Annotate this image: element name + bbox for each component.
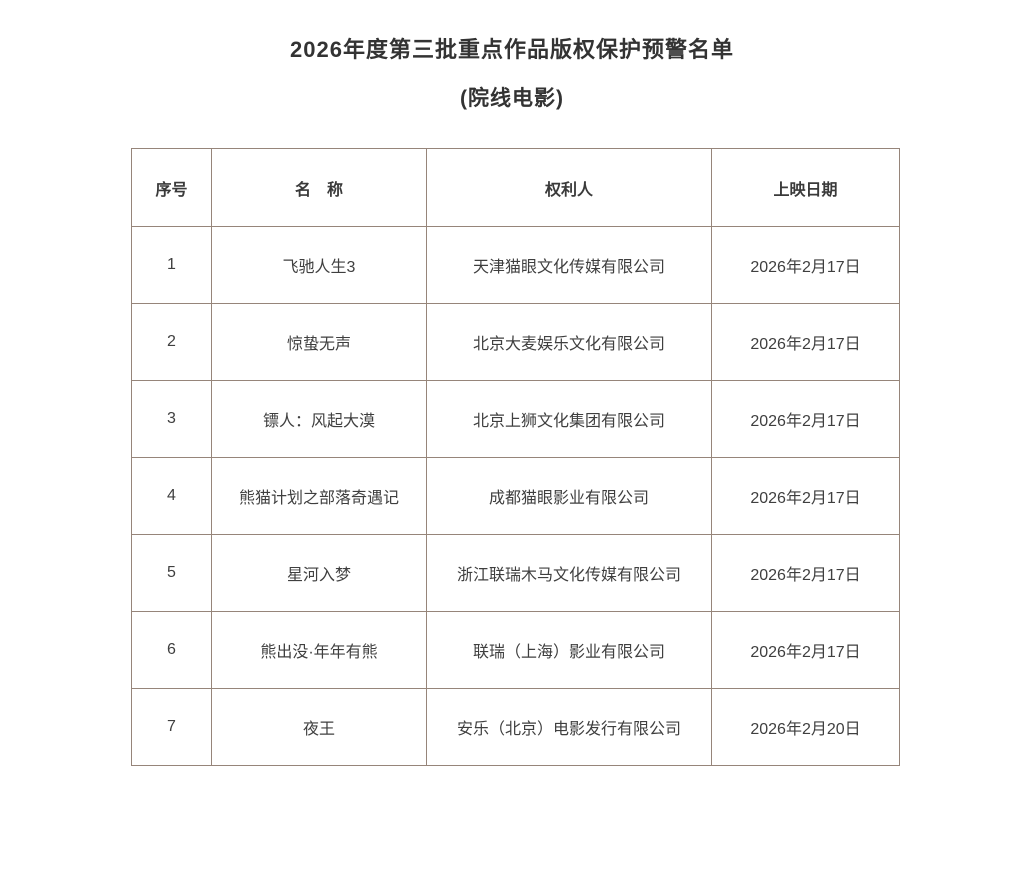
header-no: 序号	[131, 148, 212, 227]
rights-holder-cell: 浙江联瑞木马文化传媒有限公司	[426, 534, 712, 612]
table-row: 2 惊蛰无声 北京大麦娱乐文化有限公司 2026年2月17日	[131, 303, 900, 381]
movie-name-cell: 星河入梦	[211, 534, 427, 612]
release-date-cell: 2026年2月20日	[711, 688, 900, 766]
release-date-cell: 2026年2月17日	[711, 457, 900, 535]
rights-holder-cell: 安乐（北京）电影发行有限公司	[426, 688, 712, 766]
release-date-cell: 2026年2月17日	[711, 611, 900, 689]
header-rights-holder: 权利人	[426, 148, 712, 227]
movie-name-cell: 熊出没·年年有熊	[211, 611, 427, 689]
row-no-cell: 4	[131, 457, 212, 535]
release-date-cell: 2026年2月17日	[711, 303, 900, 381]
copyright-warning-table: 序号 名 称 权利人 上映日期 1 飞驰人生3 天津猫眼文化传媒有限公司 202…	[131, 148, 900, 766]
header-release-date: 上映日期	[711, 148, 900, 227]
table-row: 7 夜王 安乐（北京）电影发行有限公司 2026年2月20日	[131, 688, 900, 766]
release-date-cell: 2026年2月17日	[711, 380, 900, 458]
page-title: 2026年度第三批重点作品版权保护预警名单	[290, 37, 734, 62]
movie-name-cell: 熊猫计划之部落奇遇记	[211, 457, 427, 535]
table-row: 6 熊出没·年年有熊 联瑞（上海）影业有限公司 2026年2月17日	[131, 611, 900, 689]
rights-holder-cell: 天津猫眼文化传媒有限公司	[426, 226, 712, 304]
row-no-cell: 3	[131, 380, 212, 458]
rights-holder-cell: 成都猫眼影业有限公司	[426, 457, 712, 535]
rights-holder-cell: 北京大麦娱乐文化有限公司	[426, 303, 712, 381]
row-no-cell: 6	[131, 611, 212, 689]
movie-name-cell: 镖人：风起大漠	[211, 380, 427, 458]
table-header-row: 序号 名 称 权利人 上映日期	[131, 148, 900, 227]
rights-holder-cell: 联瑞（上海）影业有限公司	[426, 611, 712, 689]
table-row: 3 镖人：风起大漠 北京上狮文化集团有限公司 2026年2月17日	[131, 380, 900, 458]
release-date-cell: 2026年2月17日	[711, 226, 900, 304]
table-row: 1 飞驰人生3 天津猫眼文化传媒有限公司 2026年2月17日	[131, 226, 900, 304]
movie-name-cell: 惊蛰无声	[211, 303, 427, 381]
row-no-cell: 5	[131, 534, 212, 612]
row-no-cell: 1	[131, 226, 212, 304]
movie-name-cell: 夜王	[211, 688, 427, 766]
row-no-cell: 7	[131, 688, 212, 766]
table-row: 5 星河入梦 浙江联瑞木马文化传媒有限公司 2026年2月17日	[131, 534, 900, 612]
release-date-cell: 2026年2月17日	[711, 534, 900, 612]
rights-holder-cell: 北京上狮文化集团有限公司	[426, 380, 712, 458]
header-name: 名 称	[211, 148, 427, 227]
page-subtitle: (院线电影)	[460, 87, 564, 110]
movie-name-cell: 飞驰人生3	[211, 226, 427, 304]
row-no-cell: 2	[131, 303, 212, 381]
table-row: 4 熊猫计划之部落奇遇记 成都猫眼影业有限公司 2026年2月17日	[131, 457, 900, 535]
